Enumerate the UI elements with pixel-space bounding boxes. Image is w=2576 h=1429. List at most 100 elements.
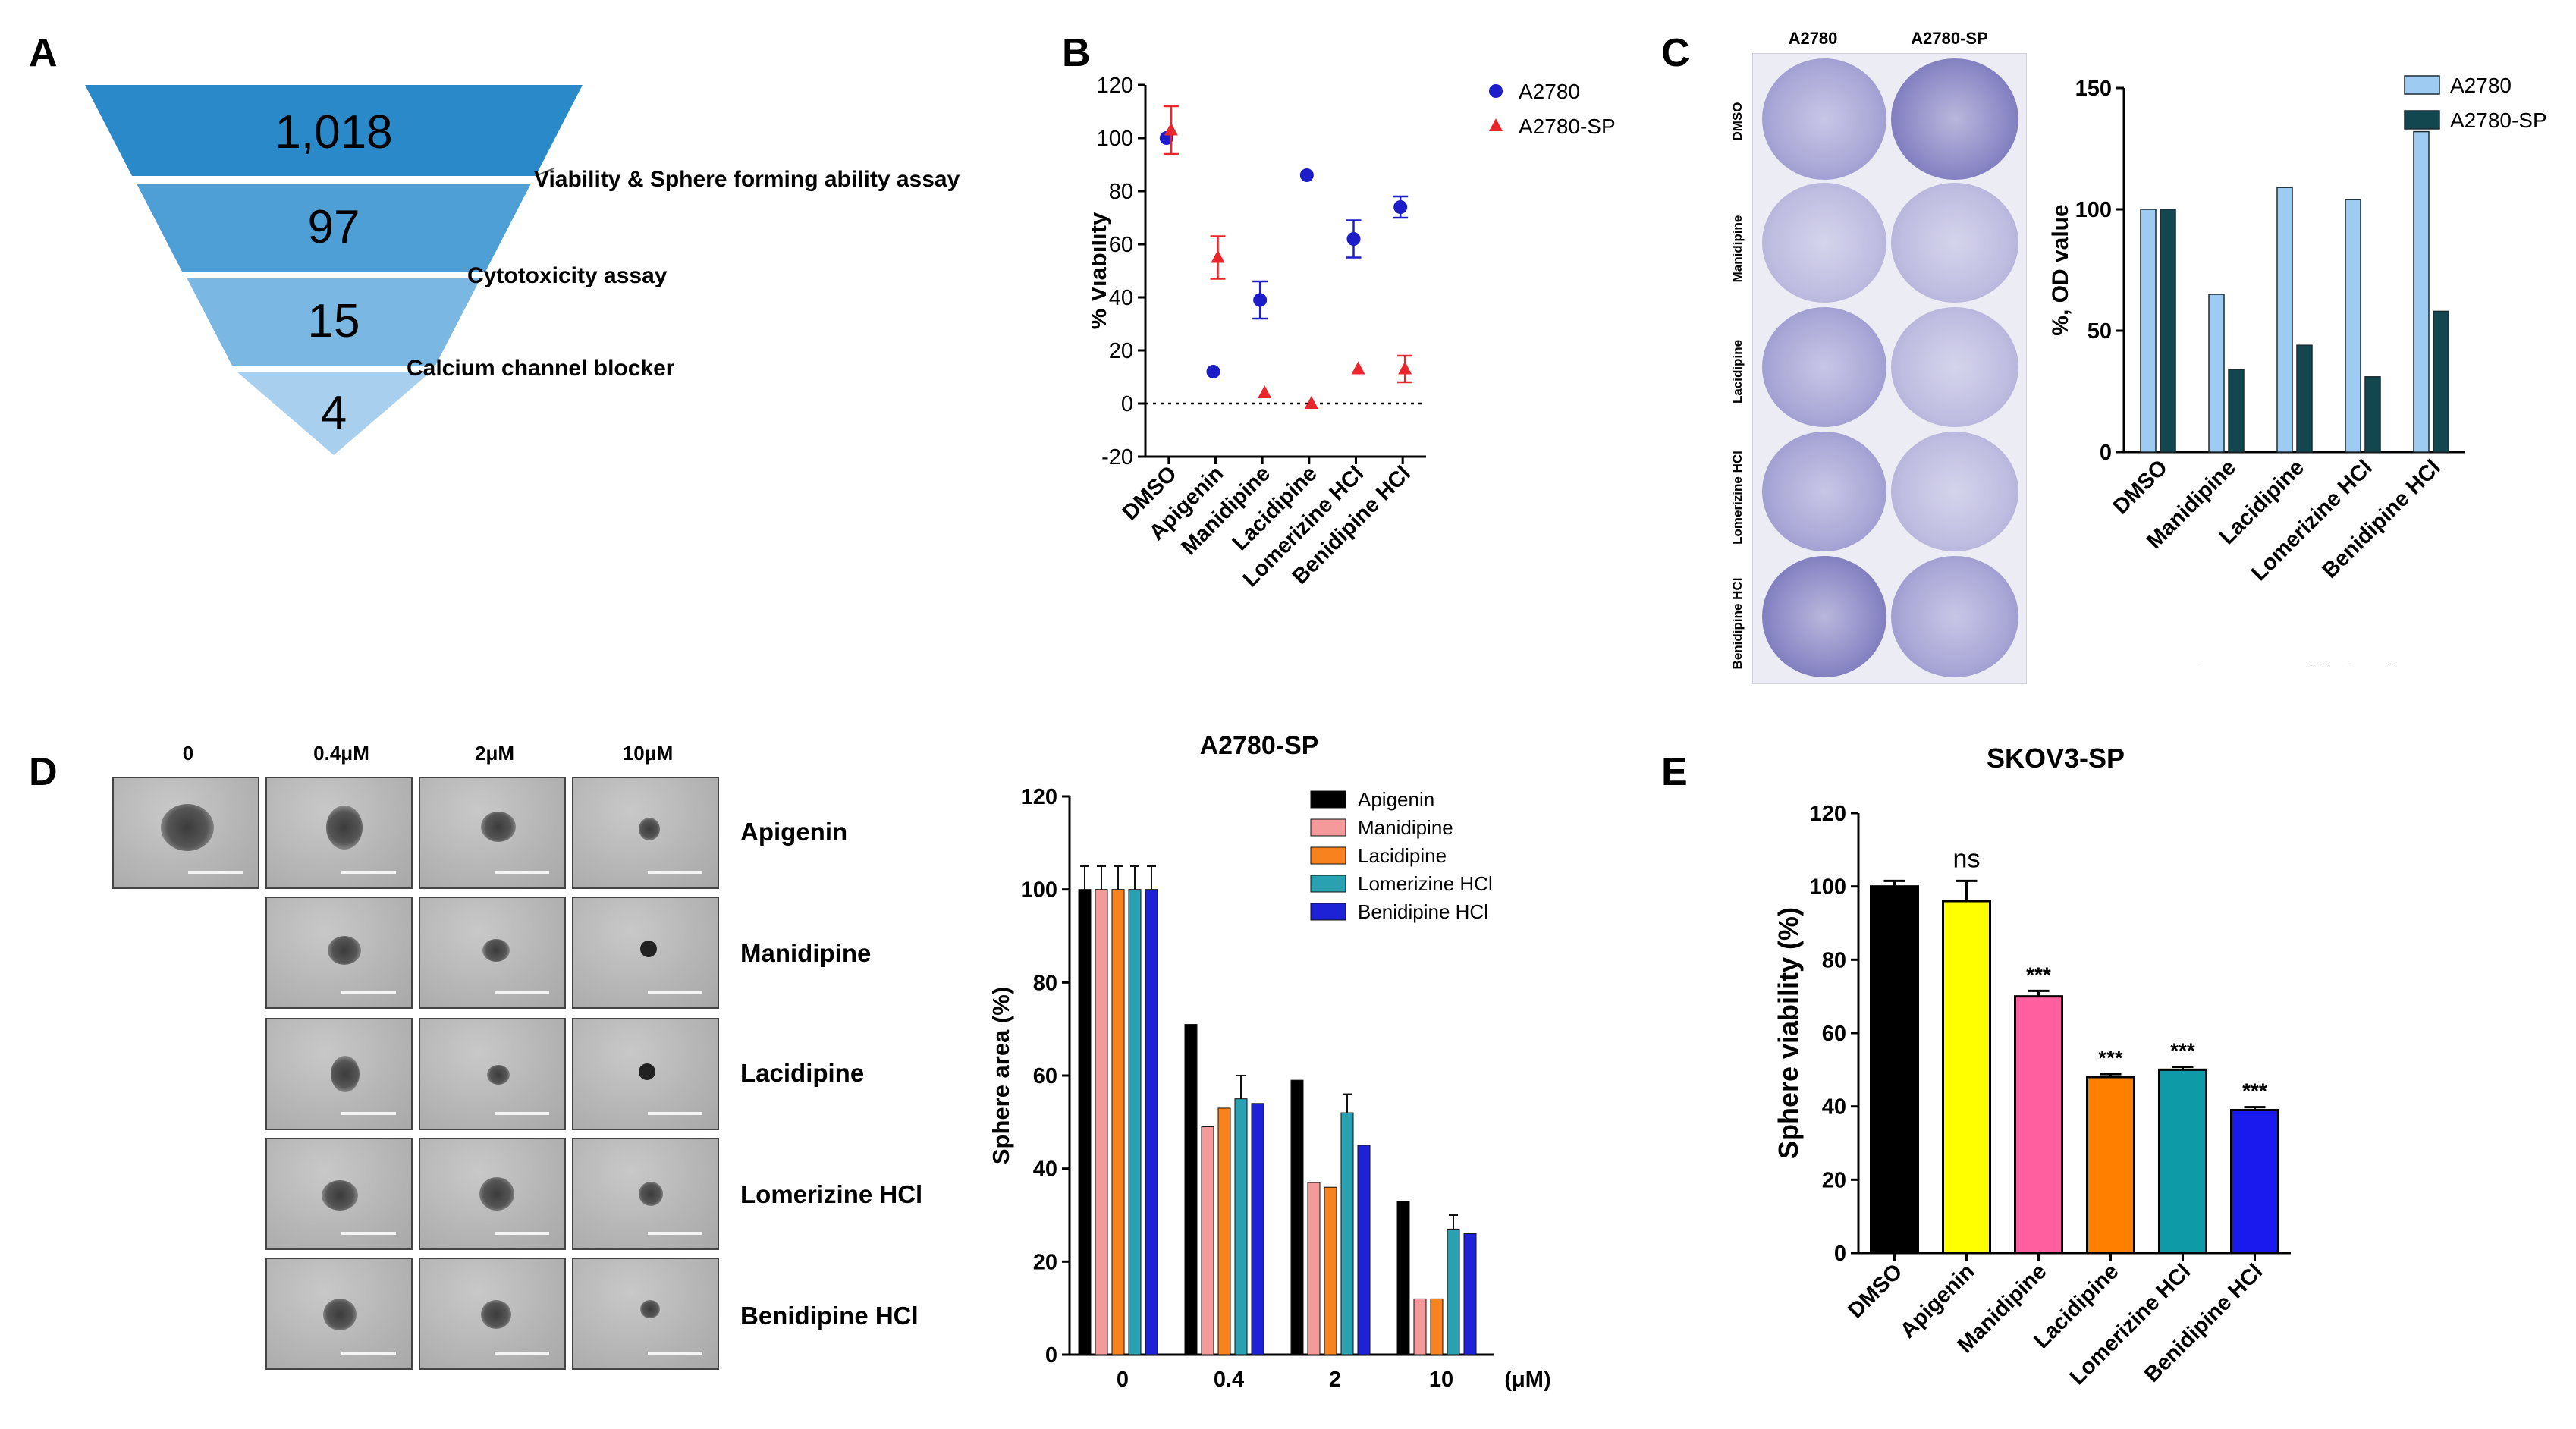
chart-c-legend-label-a2780: A2780 (2450, 74, 2512, 97)
chart-c-x-title: Compound [10μM] (2191, 662, 2398, 667)
chart-b-point-a2780-sp-apigenin (1211, 250, 1225, 263)
plate-image-grid (1752, 53, 2027, 684)
chart-d-legend-swatch-lacidipine (1310, 846, 1346, 865)
chart-b-point-a2780-sp-lacidipine (1304, 396, 1318, 409)
chart-d-bar-manidipine-10 (1413, 1298, 1427, 1355)
chart-c-bar-a2780-sp-manidipine (2228, 369, 2245, 453)
chart-c-bar-a2780-lacidipine (2276, 187, 2293, 453)
chart-b-ytick-label: 120 (1097, 74, 1133, 98)
chart-b-viability-scatter: -20020406080100120DMSOApigeninManidipine… (1092, 74, 1616, 667)
chart-c-y-title: %, OD value (2048, 204, 2073, 335)
chart-d-legend-swatch-manidipine (1310, 818, 1346, 837)
chart-d-bar-manidipine-0 (1095, 889, 1108, 1355)
chart-d-bar-apigenin-10 (1396, 1201, 1410, 1355)
micro-lacidipine-10 (572, 1018, 719, 1130)
chart-d-ytick-label: 20 (1033, 1250, 1057, 1274)
panel-label-c: C (1661, 31, 1690, 75)
chart-c-bar-a2780-dmso (2140, 209, 2157, 453)
chart-b-point-a2780-sp-lomerizine-hcl (1351, 361, 1365, 375)
chart-d-xtick-label-0: 0 (1117, 1368, 1129, 1392)
micro-apigenin-2 (419, 777, 566, 889)
chart-d-xtick-label-0-4: 0.4 (1214, 1368, 1244, 1392)
panel-label-b: B (1062, 31, 1091, 75)
micro-manidipine-0-4 (265, 897, 413, 1009)
chart-e-y-title: Sphere viability (%) (1773, 907, 1804, 1159)
chart-d-bar-lomerizine-hcl-0 (1128, 889, 1142, 1355)
chart-c-ytick-label: 0 (2100, 441, 2112, 465)
chart-e-title: SKOV3-SP (1987, 743, 2125, 774)
chart-e-sphere-viability: SKOV3-SP020406080100120DMSOnsApigenin***… (1773, 743, 2291, 1390)
chart-d-bar-benidipine-hcl-10 (1463, 1233, 1477, 1355)
chart-c-ytick-label: 150 (2075, 77, 2112, 101)
micro-manidipine-2 (419, 897, 566, 1009)
panel-label-a: A (29, 31, 58, 75)
chart-d-bar-lacidipine-0 (1111, 889, 1125, 1355)
micro-row-manidipine: Manidipine (740, 939, 872, 967)
chart-c-od-bar: 050100150DMSOManidipineLacidipineLomeriz… (2048, 74, 2547, 667)
micro-col-header-2: 2μM (474, 742, 515, 765)
chart-b-point-a2780-sp-manidipine (1258, 385, 1272, 398)
chart-c-bar-a2780-manidipine (2208, 294, 2225, 453)
chart-e-ytick-label: 100 (1810, 875, 1846, 900)
chart-d-ytick-label: 120 (1021, 785, 1057, 809)
chart-b-legend-marker-a2780 (1489, 84, 1503, 98)
chart-e-ytick-label: 80 (1822, 948, 1846, 972)
chart-d-ytick-label: 80 (1033, 971, 1057, 995)
chart-c-legend-swatch-a2780 (2404, 75, 2440, 95)
funnel-value-1: 1,018 (275, 106, 392, 159)
chart-d-legend-label-apigenin: Apigenin (1358, 788, 1434, 811)
plate-a2780sp-benidipine (1891, 556, 2018, 677)
funnel-level-2 (137, 184, 531, 272)
micro-benidipine-2 (419, 1258, 566, 1370)
micro-row-lacidipine: Lacidipine (740, 1059, 865, 1087)
chart-e-ytick-label: 40 (1822, 1095, 1846, 1120)
panel-label-d: D (29, 750, 58, 794)
chart-d-bar-manidipine-0-4 (1201, 1126, 1214, 1355)
chart-d-xtick-label-10: 10 (1429, 1368, 1453, 1392)
chart-b-legend-marker-a2780-sp (1489, 118, 1503, 131)
chart-d-bar-lomerizine-hcl-0-4 (1234, 1098, 1248, 1355)
micro-apigenin-0 (112, 777, 259, 889)
chart-e-xtick-label-lomerizine-hcl: Lomerizine HCl (2066, 1259, 2196, 1390)
chart-d-legend-label-lomerizine-hcl: Lomerizine HCl (1358, 872, 1493, 895)
chart-d-bar-lomerizine-hcl-10 (1447, 1228, 1460, 1355)
chart-c-legend-swatch-a2780-sp (2404, 110, 2440, 130)
plate-col-header-a2780-sp: A2780-SP (1911, 29, 1988, 48)
chart-d-bar-apigenin-0 (1078, 889, 1092, 1355)
funnel-diagram: 1,018 97 15 4 Viability & Sphere forming… (85, 85, 960, 455)
plate-a2780sp-lomerizine (1891, 432, 2018, 551)
chart-d-bar-lomerizine-hcl-2 (1340, 1112, 1354, 1355)
micro-lomerizine-0-4 (265, 1138, 413, 1250)
micro-benidipine-0-4 (265, 1258, 413, 1370)
chart-e-bar-manidipine (2014, 995, 2063, 1255)
chart-d-legend-swatch-apigenin (1310, 790, 1346, 809)
chart-e-ytick-label: 20 (1822, 1168, 1846, 1192)
chart-d-ytick-label: 0 (1045, 1343, 1057, 1368)
chart-c-ytick-label: 100 (2075, 198, 2112, 222)
chart-b-point-a2780-sp-benidipine-hcl (1398, 361, 1412, 375)
chart-b-legend-label-a2780: A2780 (1519, 80, 1580, 103)
chart-e-bar-lomerizine-hcl (2158, 1068, 2207, 1255)
micro-col-header-0-4: 0.4μM (313, 742, 369, 765)
funnel-level-1 (85, 85, 583, 176)
chart-d-legend-label-benidipine-hcl: Benidipine HCl (1358, 900, 1488, 923)
micro-row-lomerizine: Lomerizine HCl (740, 1180, 923, 1208)
chart-e-bar-apigenin (1942, 900, 1991, 1255)
chart-d-bar-apigenin-0-4 (1184, 1024, 1198, 1355)
chart-c-bar-a2780-sp-lomerizine-hcl (2364, 376, 2381, 453)
funnel-value-3: 15 (308, 295, 360, 347)
micro-apigenin-0-4 (265, 777, 413, 889)
chart-b-point-a2780-sp-dmso (1164, 122, 1178, 136)
chart-e-ytick-label: 0 (1834, 1242, 1846, 1266)
chart-d-ytick-label: 60 (1033, 1064, 1057, 1088)
chart-c-ytick-label: 50 (2088, 319, 2112, 344)
chart-c-bar-a2780-lomerizine-hcl (2345, 199, 2361, 453)
chart-d-bar-lacidipine-0-4 (1217, 1107, 1231, 1355)
chart-d-legend-swatch-benidipine-hcl (1310, 903, 1346, 921)
plate-row-benidipine: Benidipine HCl (1730, 578, 1745, 670)
micro-row-benidipine: Benidipine HCl (740, 1302, 919, 1330)
plate-row-lacidipine: Lacidipine (1730, 340, 1745, 404)
chart-d-bar-lacidipine-2 (1324, 1186, 1337, 1355)
micro-benidipine-10 (572, 1258, 719, 1370)
chart-d-y-title: Sphere area (%) (988, 987, 1014, 1164)
